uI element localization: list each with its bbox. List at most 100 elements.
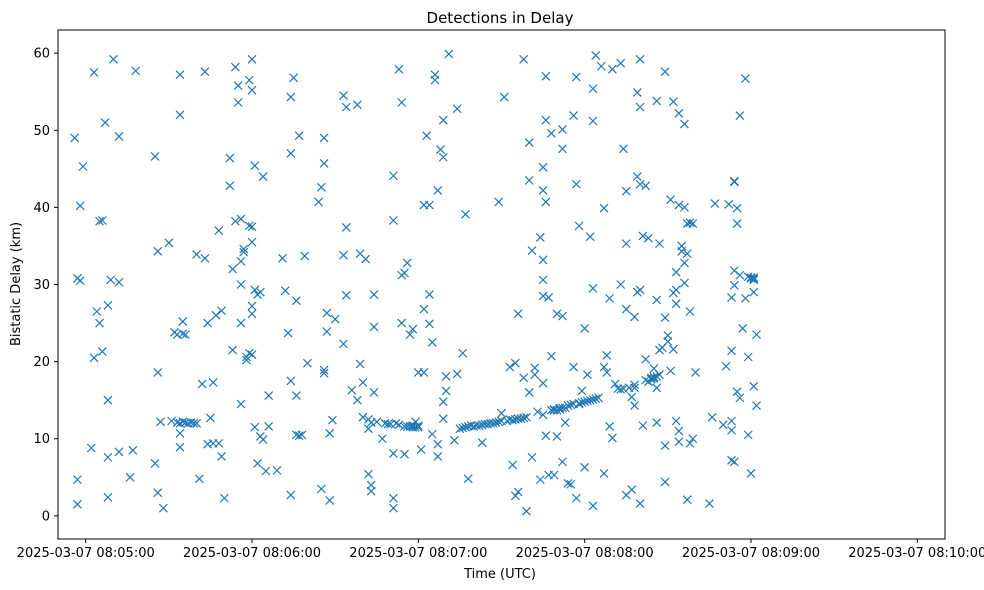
data-point [247, 309, 257, 319]
data-point [436, 145, 445, 154]
data-point [250, 161, 260, 171]
data-point [535, 475, 545, 485]
data-point [114, 277, 124, 287]
data-point [280, 286, 290, 296]
data-point [286, 148, 296, 158]
data-point [749, 274, 759, 284]
data-point [272, 465, 282, 475]
data-point [735, 111, 745, 121]
data-point [729, 177, 739, 187]
data-point [178, 317, 188, 326]
data-point [438, 115, 448, 125]
data-point [588, 116, 598, 126]
y-axis-label: Bistatic Delay (km) [9, 222, 24, 346]
data-point [236, 280, 246, 289]
data-point [200, 67, 210, 77]
data-point [197, 379, 207, 389]
data-point [150, 152, 160, 161]
y-tick-label: 50 [33, 124, 50, 139]
data-point [103, 452, 113, 462]
x-tick-label: 2025-03-07 08:08:00 [516, 546, 654, 561]
data-point [286, 376, 296, 386]
data-point [607, 433, 617, 443]
data-point [674, 426, 684, 436]
data-point [341, 102, 351, 112]
data-point [150, 458, 160, 468]
data-point [630, 312, 639, 322]
data-point [652, 383, 662, 393]
x-tick-label: 2025-03-07 08:06:00 [183, 546, 321, 561]
data-point [236, 318, 246, 328]
data-point [588, 394, 598, 404]
data-point [680, 258, 689, 268]
data-point [153, 246, 163, 256]
data-point [413, 421, 423, 431]
data-point [208, 378, 218, 387]
data-point [671, 267, 681, 277]
data-point [660, 67, 670, 77]
data-point [524, 138, 534, 148]
data-point [749, 287, 759, 297]
data-point [591, 51, 601, 60]
data-point [339, 250, 348, 260]
data-point [438, 397, 448, 407]
data-point [175, 70, 185, 80]
data-point [391, 418, 401, 428]
data-point [732, 203, 742, 213]
data-point [632, 172, 642, 181]
data-point [330, 314, 340, 324]
data-point [319, 365, 329, 375]
data-point [680, 278, 689, 288]
data-point [430, 75, 440, 85]
data-point [247, 85, 257, 95]
data-point [203, 318, 213, 328]
data-point [519, 54, 529, 64]
data-point [106, 275, 116, 285]
data-point [635, 102, 645, 112]
data-point [352, 100, 362, 110]
data-point [585, 232, 595, 242]
data-point [219, 493, 229, 503]
data-point [641, 181, 651, 191]
data-point [388, 448, 398, 458]
data-point [544, 293, 554, 303]
data-point [588, 501, 598, 511]
data-point [319, 158, 329, 168]
data-point [571, 72, 581, 82]
data-point [682, 495, 692, 505]
data-point [491, 418, 501, 427]
y-tick-label: 40 [33, 201, 50, 216]
data-point [250, 285, 260, 295]
data-point [616, 384, 626, 394]
data-point [427, 429, 437, 439]
data-point [244, 348, 254, 358]
data-point [153, 488, 163, 498]
data-point [571, 493, 581, 503]
data-point [635, 499, 645, 508]
data-point [75, 276, 85, 286]
data-point [727, 346, 736, 356]
data-point [388, 493, 398, 503]
data-point [131, 66, 141, 76]
data-point [258, 172, 268, 181]
data-point [236, 399, 246, 409]
y-tick-label: 10 [33, 432, 50, 447]
data-point [729, 280, 739, 290]
data-point [494, 417, 504, 427]
data-point [449, 435, 459, 445]
data-point [563, 479, 573, 488]
data-point [244, 75, 254, 85]
data-point [727, 416, 736, 426]
data-point [541, 431, 551, 441]
data-point [413, 422, 423, 432]
data-point [408, 324, 418, 334]
data-point [680, 119, 689, 129]
data-point [674, 200, 684, 210]
data-point [522, 412, 531, 422]
data-point [666, 195, 676, 205]
data-point [214, 226, 224, 235]
data-point [594, 393, 603, 403]
data-point [97, 347, 107, 357]
data-point [530, 370, 540, 380]
data-point [400, 449, 409, 459]
